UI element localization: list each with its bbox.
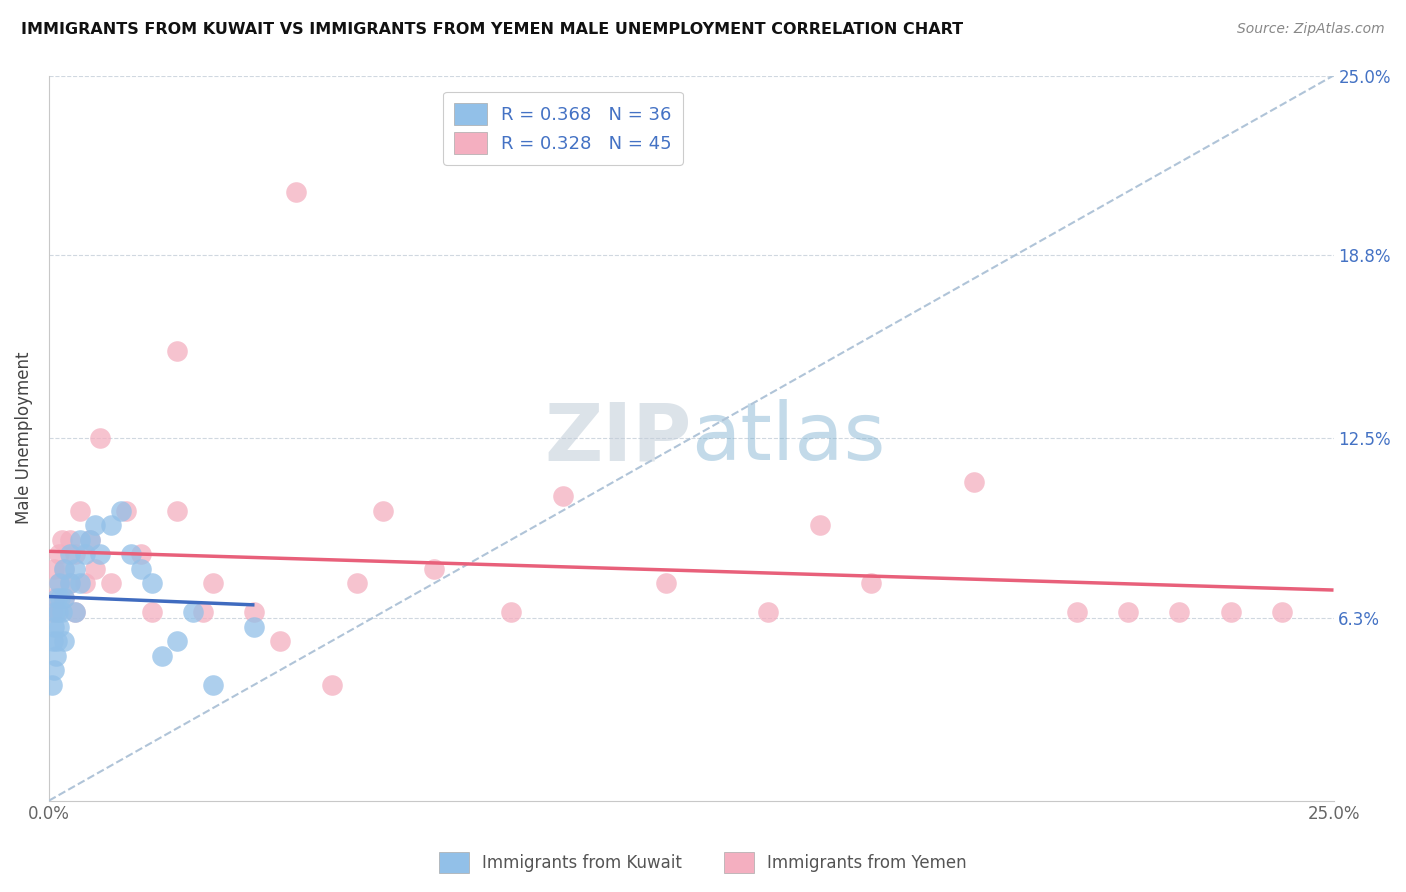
Point xyxy=(100,576,122,591)
Point xyxy=(141,576,163,591)
Point xyxy=(100,518,122,533)
Text: atlas: atlas xyxy=(692,399,886,477)
Point xyxy=(53,561,76,575)
Point xyxy=(166,503,188,517)
Point xyxy=(1271,605,1294,619)
Point xyxy=(371,503,394,517)
Point xyxy=(45,634,67,648)
Point xyxy=(63,605,86,619)
Point xyxy=(53,591,76,605)
Point xyxy=(115,503,138,517)
Point xyxy=(69,503,91,517)
Text: ZIP: ZIP xyxy=(544,399,692,477)
Point xyxy=(42,663,65,677)
Point xyxy=(202,576,225,591)
Point xyxy=(53,561,76,575)
Text: IMMIGRANTS FROM KUWAIT VS IMMIGRANTS FROM YEMEN MALE UNEMPLOYMENT CORRELATION CH: IMMIGRANTS FROM KUWAIT VS IMMIGRANTS FRO… xyxy=(21,22,963,37)
Point xyxy=(45,648,67,663)
Point xyxy=(48,576,70,591)
Point xyxy=(181,605,204,619)
Point xyxy=(1168,605,1191,619)
Point xyxy=(63,547,86,561)
Point xyxy=(58,533,80,547)
Point xyxy=(63,561,86,575)
Point xyxy=(269,634,291,648)
Point xyxy=(89,547,111,561)
Point xyxy=(69,533,91,547)
Point xyxy=(51,605,73,619)
Point xyxy=(84,561,107,575)
Point xyxy=(51,533,73,547)
Point xyxy=(501,605,523,619)
Point xyxy=(284,185,307,199)
Point xyxy=(202,677,225,691)
Point xyxy=(131,547,153,561)
Point xyxy=(58,576,80,591)
Point xyxy=(150,648,173,663)
Point xyxy=(110,503,132,517)
Point xyxy=(41,677,63,691)
Point xyxy=(963,475,986,489)
Point xyxy=(73,576,96,591)
Point xyxy=(58,547,80,561)
Point xyxy=(89,431,111,445)
Point xyxy=(44,605,66,619)
Point xyxy=(243,619,266,633)
Point xyxy=(243,605,266,619)
Point xyxy=(79,533,101,547)
Point xyxy=(58,576,80,591)
Point xyxy=(48,576,70,591)
Point xyxy=(79,533,101,547)
Point xyxy=(191,605,214,619)
Legend: R = 0.368   N = 36, R = 0.328   N = 45: R = 0.368 N = 36, R = 0.328 N = 45 xyxy=(443,92,682,165)
Point xyxy=(41,634,63,648)
Point xyxy=(423,561,446,575)
Point xyxy=(551,489,574,503)
Point xyxy=(808,518,831,533)
Point xyxy=(1116,605,1139,619)
Point xyxy=(120,547,142,561)
Point xyxy=(1219,605,1241,619)
Point xyxy=(46,605,69,619)
Point xyxy=(42,561,65,575)
Point xyxy=(69,576,91,591)
Point xyxy=(1066,605,1088,619)
Legend: Immigrants from Kuwait, Immigrants from Yemen: Immigrants from Kuwait, Immigrants from … xyxy=(433,846,973,880)
Point xyxy=(45,605,67,619)
Point xyxy=(45,591,67,605)
Point xyxy=(654,576,676,591)
Point xyxy=(49,591,72,605)
Point xyxy=(53,634,76,648)
Point xyxy=(48,547,70,561)
Point xyxy=(73,547,96,561)
Point xyxy=(131,561,153,575)
Point xyxy=(860,576,883,591)
Point xyxy=(63,605,86,619)
Point xyxy=(166,344,188,359)
Point xyxy=(321,677,343,691)
Point xyxy=(346,576,368,591)
Point xyxy=(48,619,70,633)
Point xyxy=(141,605,163,619)
Point xyxy=(756,605,779,619)
Text: Source: ZipAtlas.com: Source: ZipAtlas.com xyxy=(1237,22,1385,37)
Point xyxy=(84,518,107,533)
Point xyxy=(42,591,65,605)
Point xyxy=(53,591,76,605)
Point xyxy=(166,634,188,648)
Point xyxy=(42,619,65,633)
Y-axis label: Male Unemployment: Male Unemployment xyxy=(15,351,32,524)
Point xyxy=(41,605,63,619)
